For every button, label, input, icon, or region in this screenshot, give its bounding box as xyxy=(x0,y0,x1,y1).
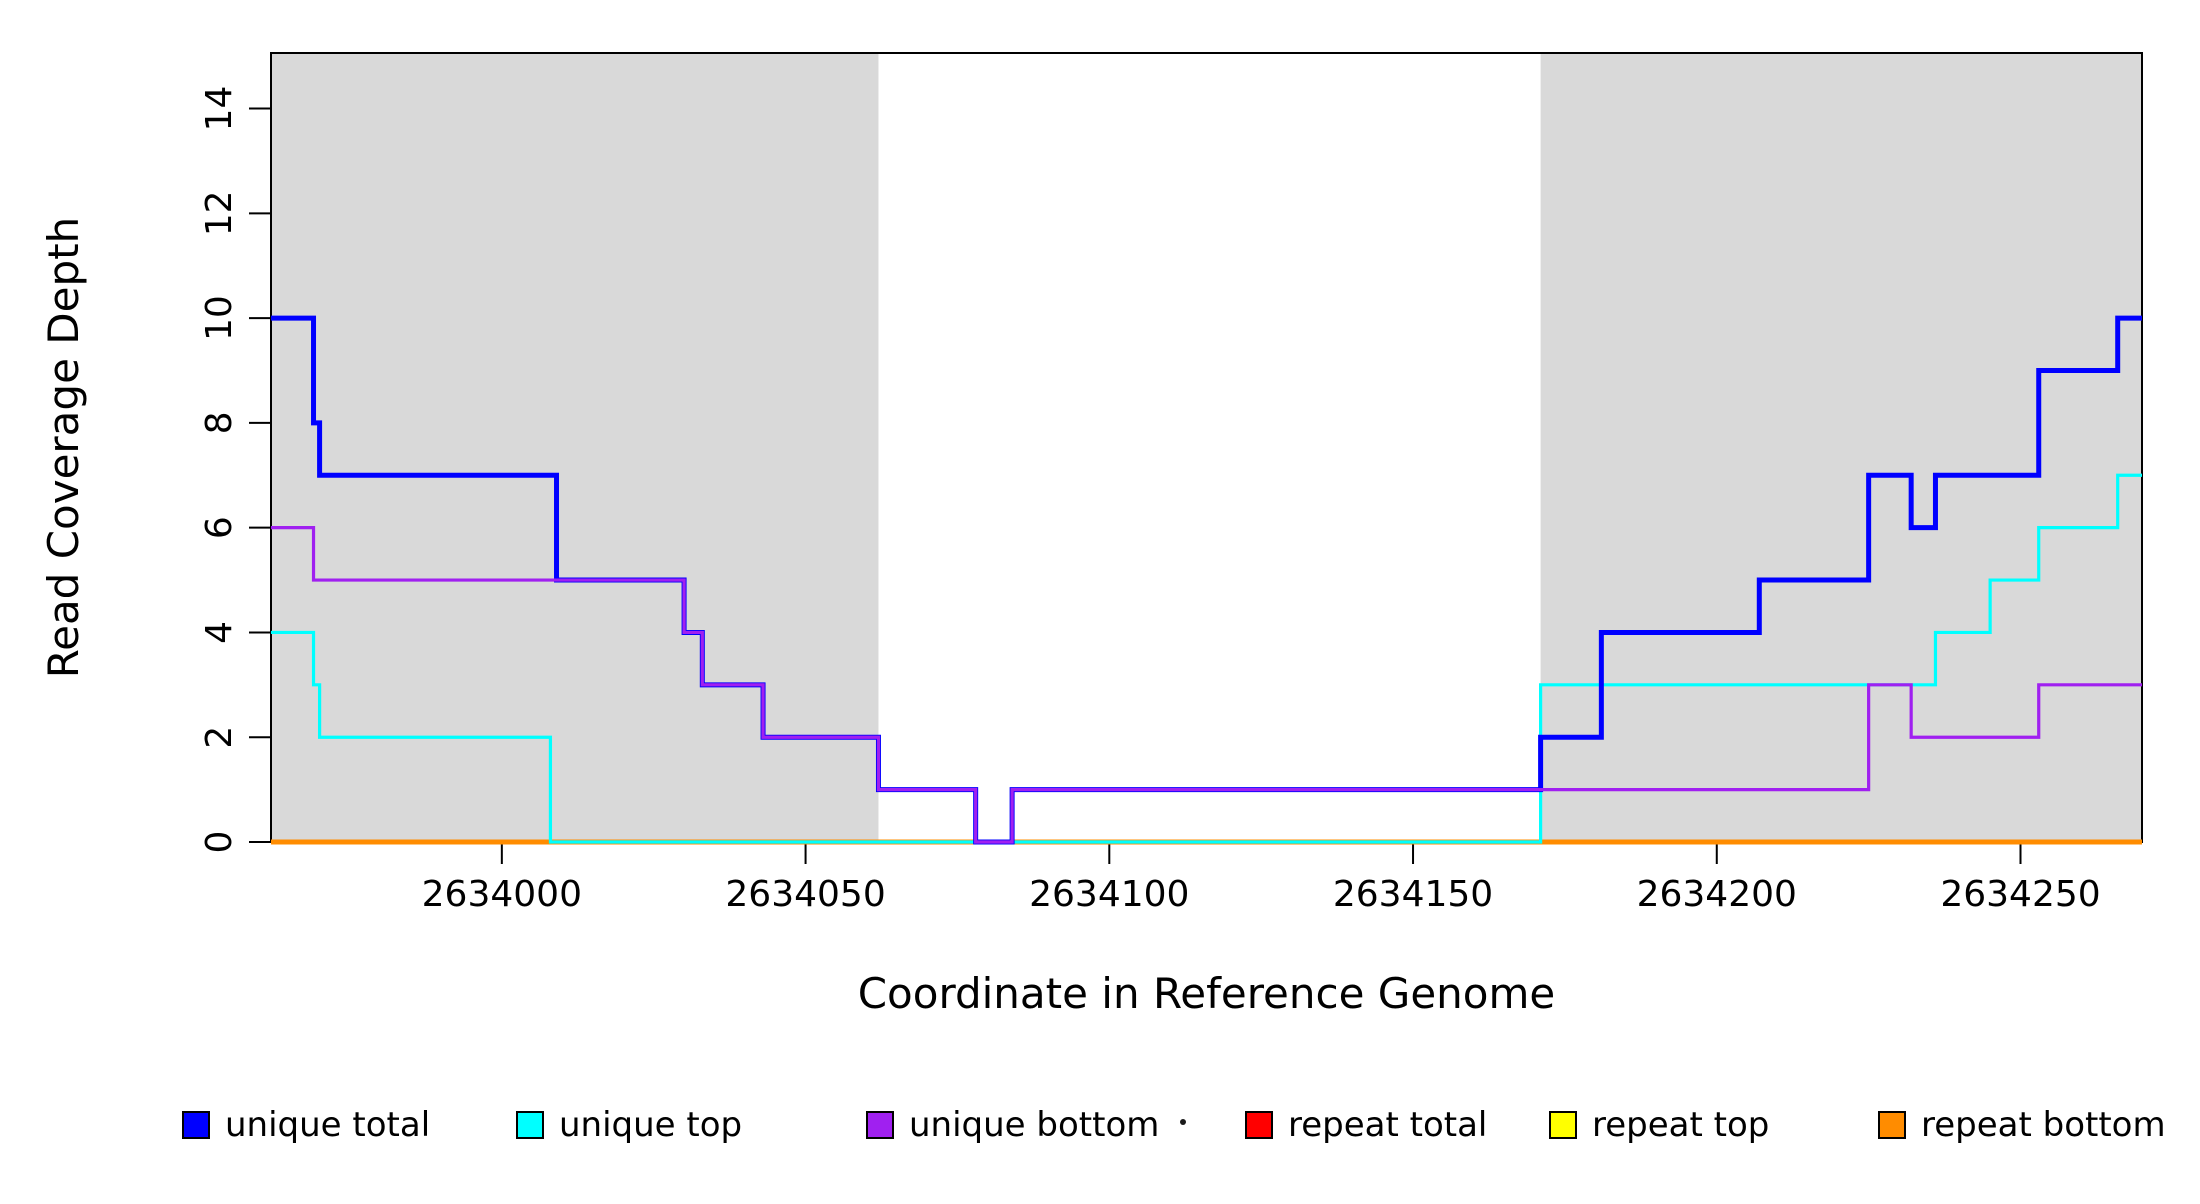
legend-item-unique-top: unique top xyxy=(516,1105,742,1145)
legend-swatch xyxy=(866,1111,894,1139)
legend-swatch xyxy=(1549,1111,1577,1139)
shaded-regions xyxy=(271,53,2142,842)
y-tick-label: 2 xyxy=(199,726,240,749)
legend-label: repeat total xyxy=(1288,1105,1487,1145)
x-tick-label: 2634200 xyxy=(1637,874,1797,915)
y-tick-label: 10 xyxy=(199,295,240,341)
legend-label: repeat top xyxy=(1592,1105,1769,1145)
y-tick-label: 8 xyxy=(199,411,240,434)
legend-label: unique top xyxy=(559,1105,742,1145)
y-tick-label: 14 xyxy=(199,86,240,132)
y-tick-label: 4 xyxy=(199,621,240,644)
x-tick-label: 2634050 xyxy=(725,874,885,915)
y-tick-label: 6 xyxy=(199,516,240,539)
legend-swatch xyxy=(182,1111,210,1139)
gray-band-left xyxy=(271,53,879,842)
legend-swatch xyxy=(516,1111,544,1139)
x-tick-label: 2634100 xyxy=(1029,874,1189,915)
legend-item-repeat-total: repeat total xyxy=(1245,1105,1487,1145)
legend-item-repeat-top: repeat top xyxy=(1549,1105,1769,1145)
legend-artifact-dot xyxy=(1180,1119,1186,1125)
legend: unique total unique top unique bottom repea… xyxy=(182,1105,2166,1145)
series-unique-top xyxy=(271,473,2142,844)
y-axis: 0 2 4 6 8 10 12 14 xyxy=(199,86,271,854)
series-unique-bottom xyxy=(271,526,2142,844)
legend-item-unique-total: unique total xyxy=(182,1105,430,1145)
gray-band-right xyxy=(1540,53,2142,842)
legend-label: repeat bottom xyxy=(1921,1105,2166,1145)
series-group xyxy=(271,315,2142,845)
legend-label: unique bottom xyxy=(909,1105,1159,1145)
legend-item-repeat-bottom: repeat bottom xyxy=(1878,1105,2166,1145)
legend-item-unique-bottom: unique bottom xyxy=(866,1105,1159,1145)
legend-swatch xyxy=(1245,1111,1273,1139)
x-axis: 2634000 2634050 2634100 2634150 2634200 26342… xyxy=(422,842,2101,915)
x-tick-label: 2634150 xyxy=(1333,874,1493,915)
legend-label: unique total xyxy=(225,1105,430,1145)
y-tick-label: 12 xyxy=(199,190,240,236)
y-axis-title: Read Coverage Depth xyxy=(39,217,88,678)
legend-swatch xyxy=(1878,1111,1906,1139)
x-tick-label: 2634000 xyxy=(422,874,582,915)
x-axis-title: Coordinate in Reference Genome xyxy=(858,969,1556,1018)
y-tick-label: 0 xyxy=(199,831,240,854)
x-tick-label: 2634250 xyxy=(1940,874,2100,915)
